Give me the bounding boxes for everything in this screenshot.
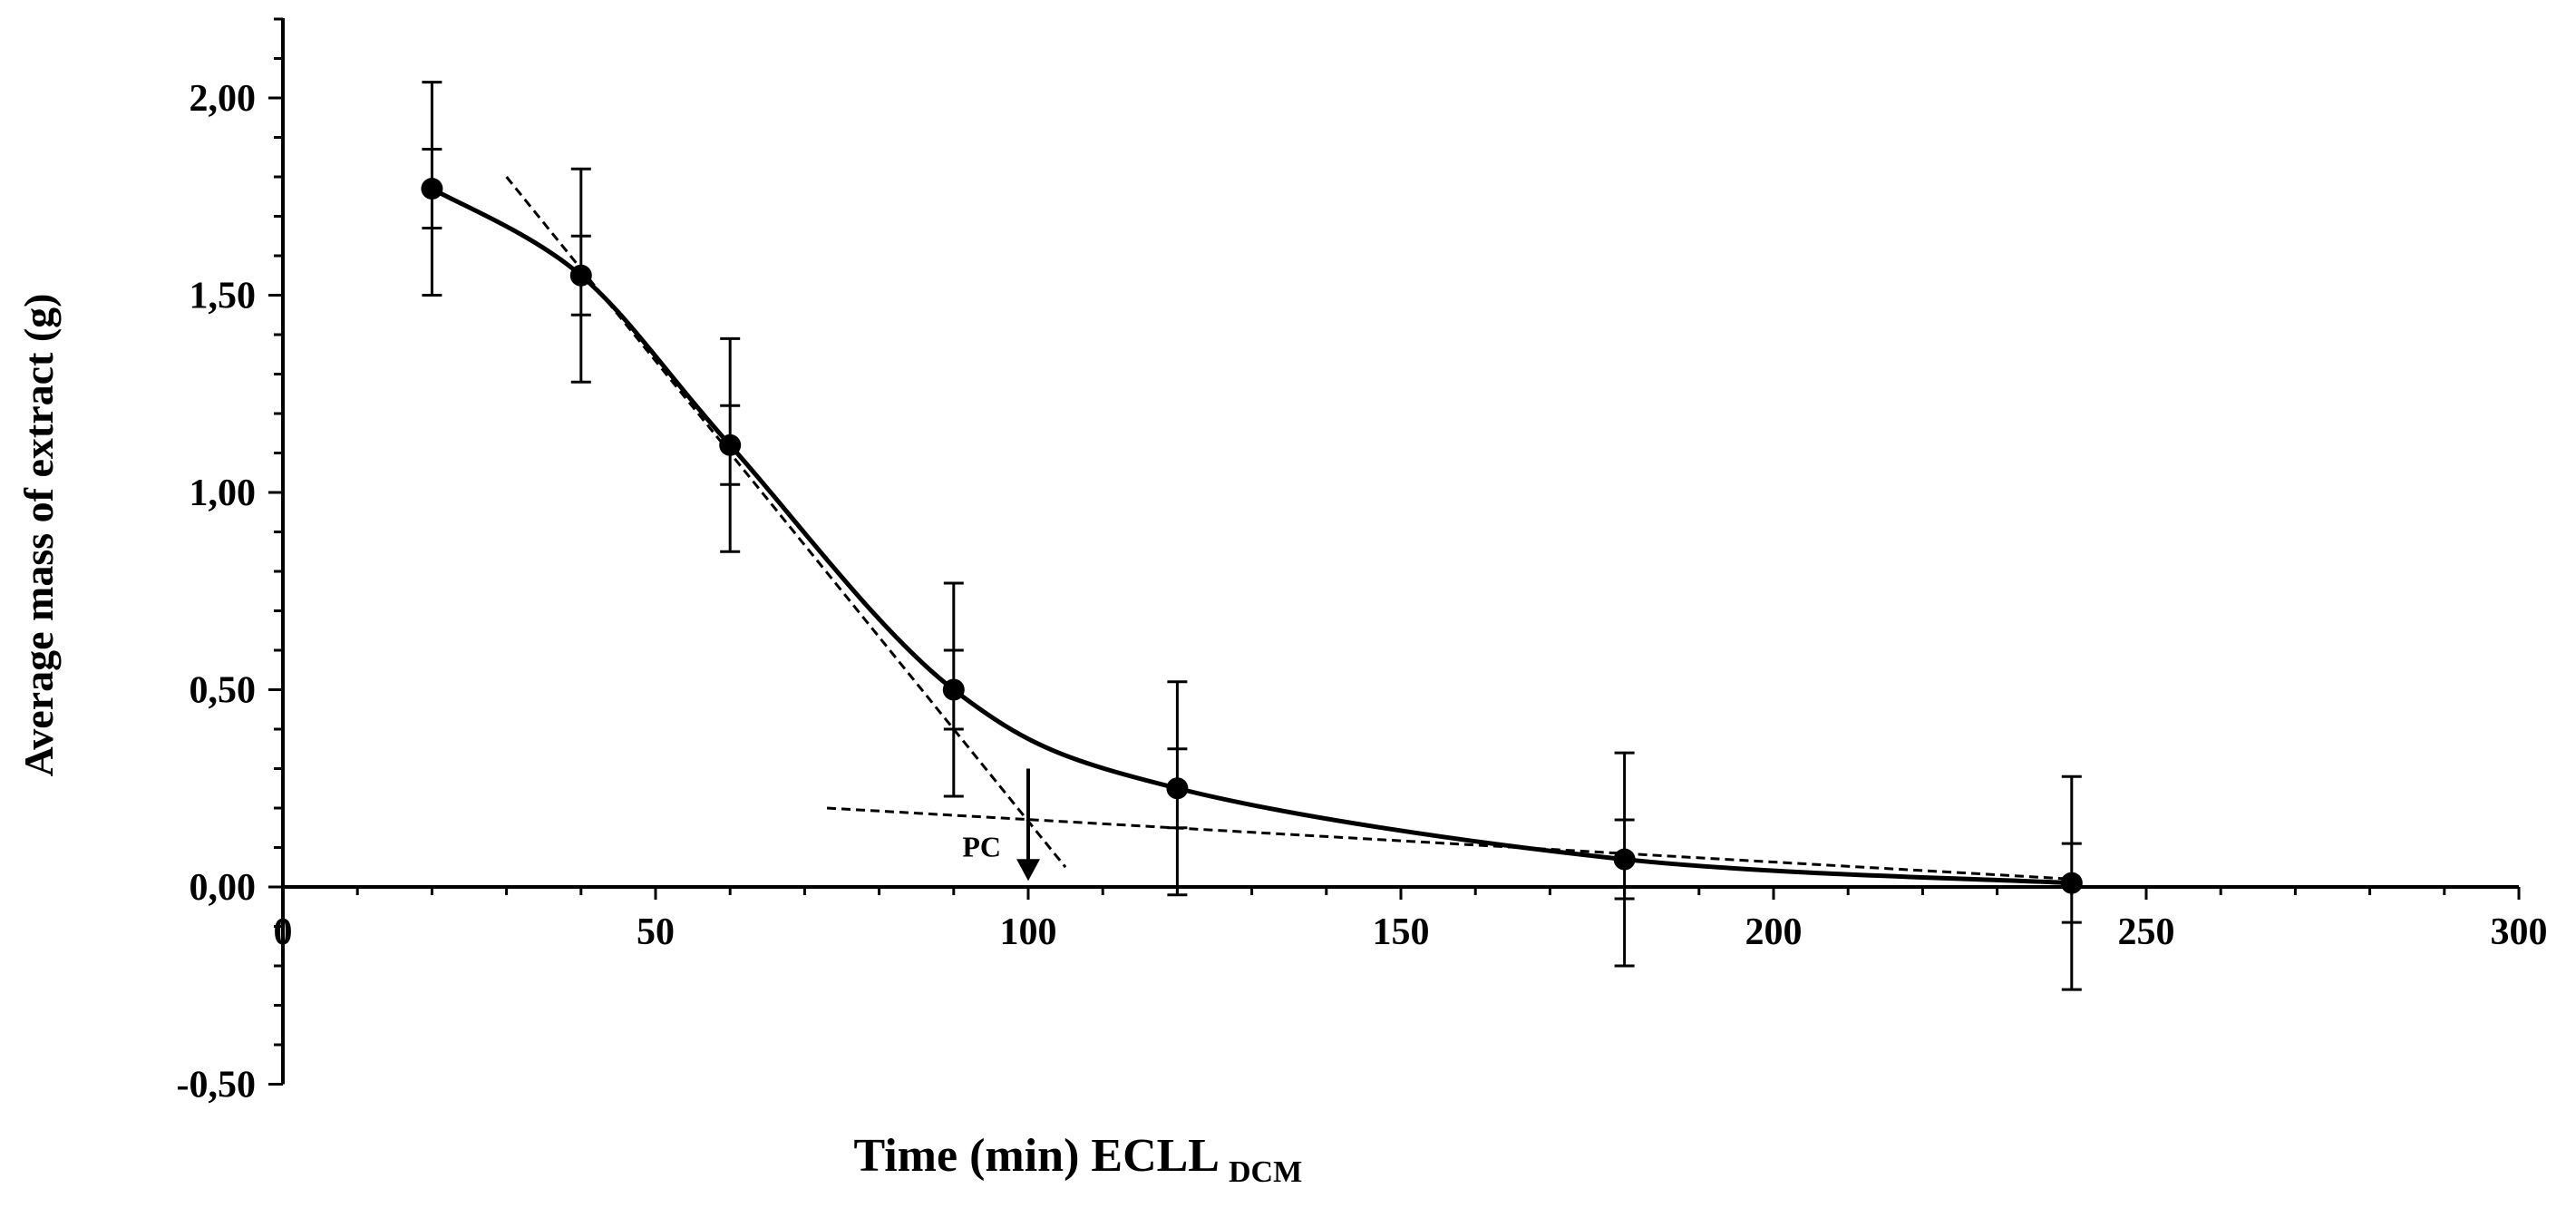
axes: -0,50 0,00 0,50 1,00 1,50 2,00 0 50 100 150 200 250…	[177, 17, 2548, 1106]
data-series	[421, 81, 2083, 991]
series-line	[431, 186, 2072, 886]
data-point	[421, 178, 443, 200]
pc-arrow-head	[1016, 859, 1040, 882]
x-axis-title: Time (min) ECLL	[853, 1130, 1220, 1182]
x-tick-label: 300	[2491, 911, 2548, 953]
data-point	[719, 434, 742, 456]
y-tick-label: 1,00	[190, 472, 257, 514]
x-axis-title-subscript: DCM	[1229, 1155, 1302, 1189]
data-point	[569, 264, 592, 287]
y-tick-label: 0,50	[190, 670, 257, 712]
x-tick-label: 150	[1373, 911, 1430, 953]
x-tick-label: 50	[637, 911, 675, 953]
data-point	[2060, 872, 2083, 894]
data-point	[1166, 777, 1189, 800]
annotations: PC	[962, 768, 1040, 882]
x-tick-label: 100	[1000, 911, 1057, 953]
y-tick-label: 2,00	[190, 78, 257, 120]
y-tick-label: 1,50	[190, 276, 257, 317]
data-point	[942, 678, 965, 701]
y-tick-label: -0,50	[177, 1065, 257, 1106]
data-point	[1613, 848, 1636, 871]
x-tick-label: 200	[1745, 911, 1803, 953]
y-tick-label: 0,00	[190, 867, 257, 909]
x-tick-label: 0	[274, 911, 293, 953]
axis-labels: Average mass of extract (g) Time (min) E…	[15, 293, 1302, 1189]
pc-label: PC	[962, 831, 1001, 863]
flat-tangent	[826, 806, 2072, 881]
x-tick-label: 250	[2118, 911, 2175, 953]
tangent-lines	[505, 176, 2072, 881]
y-axis-title: Average mass of extract (g)	[15, 293, 62, 776]
